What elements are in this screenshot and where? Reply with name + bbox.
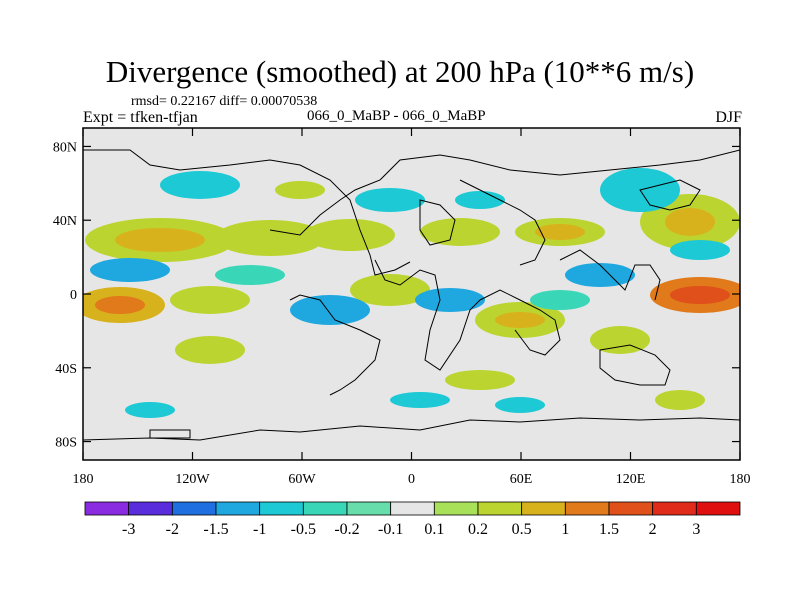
coastline-segment <box>459 179 546 266</box>
experiment-ids: 066_0_MaBP - 066_0_MaBP <box>307 108 486 124</box>
colorbar-label: -0.1 <box>378 521 403 538</box>
stats-text: rmsd= 0.22167 diff= 0.00070538 <box>131 94 318 109</box>
chart-title: Divergence (smoothed) at 200 hPa (10**6 … <box>105 54 695 89</box>
colorbar-label: -2 <box>166 521 179 538</box>
contour-blob <box>355 188 425 212</box>
contour-blob <box>215 265 285 285</box>
coastline-segment <box>149 429 191 439</box>
coastline-segment <box>269 149 740 236</box>
colorbar-label: 0.5 <box>512 521 532 538</box>
contour-blob <box>160 171 240 199</box>
colorbar-swatch <box>128 501 173 516</box>
coastline-segment <box>289 294 381 396</box>
x-tick-label: 120W <box>175 472 210 487</box>
x-tick-label: 60E <box>510 472 533 487</box>
y-tick-label: 0 <box>70 288 77 303</box>
contour-blob <box>445 370 515 390</box>
colorbar-swatch <box>346 501 392 516</box>
colorbar-label: -0.5 <box>291 521 316 538</box>
colorbar-label: 1 <box>561 521 569 538</box>
contour-blob <box>175 336 245 364</box>
y-tick-label: 40S <box>55 362 77 377</box>
contour-blob <box>95 296 145 314</box>
colorbar-swatch <box>302 501 348 516</box>
contour-blob <box>495 397 545 413</box>
colorbar: -3 -2 -1.5 -1 -0.5 -0.2 -0.1 0.1 0.2 0.5 1 1.5 2 3 <box>84 501 741 538</box>
contour-blob <box>670 286 730 304</box>
colorbar-label: -0.2 <box>334 521 359 538</box>
coastline-segment <box>559 249 661 301</box>
colorbar-swatch <box>477 501 523 516</box>
y-tick-label: 80N <box>53 140 77 155</box>
coastline-segment <box>419 199 456 246</box>
x-tick-label: 120E <box>616 472 646 487</box>
x-tick-label: 0 <box>408 472 415 487</box>
contour-blob <box>290 295 370 325</box>
contour-blob <box>275 181 325 199</box>
colorbar-label: 2 <box>649 521 657 538</box>
colorbar-swatch <box>433 501 479 516</box>
coastline-segment <box>599 344 671 386</box>
contour-blob <box>90 258 170 282</box>
coastlines <box>83 149 740 441</box>
colorbar-label: -3 <box>122 521 135 538</box>
y-tick-label: 40N <box>53 214 77 229</box>
colorbar-label: 0.1 <box>424 521 444 538</box>
coastline-segment <box>83 149 411 276</box>
colorbar-label: 3 <box>692 521 700 538</box>
colorbar-label: 0.2 <box>468 521 488 538</box>
coastline-segment <box>479 289 561 356</box>
contour-blob <box>390 392 450 408</box>
x-tick-label: 180 <box>730 472 751 487</box>
contour-blob <box>495 312 545 328</box>
contour-blob <box>415 288 485 312</box>
season-label: DJF <box>715 109 742 126</box>
x-tick-label: 60W <box>288 472 316 487</box>
contour-blob <box>115 228 205 252</box>
coastline-segment <box>374 259 481 371</box>
contour-blob <box>565 263 635 287</box>
axis-ticks: 180 120W 60W 0 60E 120E 180 80N 40N 0 40S 80S <box>53 128 751 487</box>
contour-blob <box>655 390 705 410</box>
colorbar-swatch <box>564 501 610 516</box>
contour-blob <box>305 219 395 251</box>
colorbar-swatch <box>171 501 217 516</box>
contour-blob <box>125 402 175 418</box>
contour-blob <box>670 240 730 260</box>
contour-blob <box>665 208 715 236</box>
colorbar-swatch <box>695 501 741 516</box>
colorbar-swatch <box>652 501 697 516</box>
divergence-field <box>83 168 740 418</box>
colorbar-label: -1.5 <box>203 521 228 538</box>
colorbar-swatch <box>259 501 304 516</box>
contour-blob <box>535 224 585 240</box>
colorbar-swatch <box>390 501 435 516</box>
x-tick-label: 180 <box>73 472 94 487</box>
colorbar-label: -1 <box>253 521 266 538</box>
contour-blob <box>420 218 500 246</box>
contour-blob <box>215 220 325 256</box>
contour-blob <box>170 286 250 314</box>
contour-blob <box>455 191 505 209</box>
coastline-segment <box>639 179 701 211</box>
y-tick-label: 80S <box>55 436 77 451</box>
colorbar-swatch <box>84 501 130 516</box>
experiment-label: Expt = tfken-tfjan <box>83 109 198 126</box>
colorbar-swatch <box>608 501 654 516</box>
colorbar-swatch <box>215 501 261 516</box>
contour-blob <box>350 274 430 306</box>
contour-blob <box>530 290 590 310</box>
coastline-segment <box>83 417 740 441</box>
colorbar-label: 1.5 <box>599 521 619 538</box>
colorbar-swatch <box>521 501 566 516</box>
